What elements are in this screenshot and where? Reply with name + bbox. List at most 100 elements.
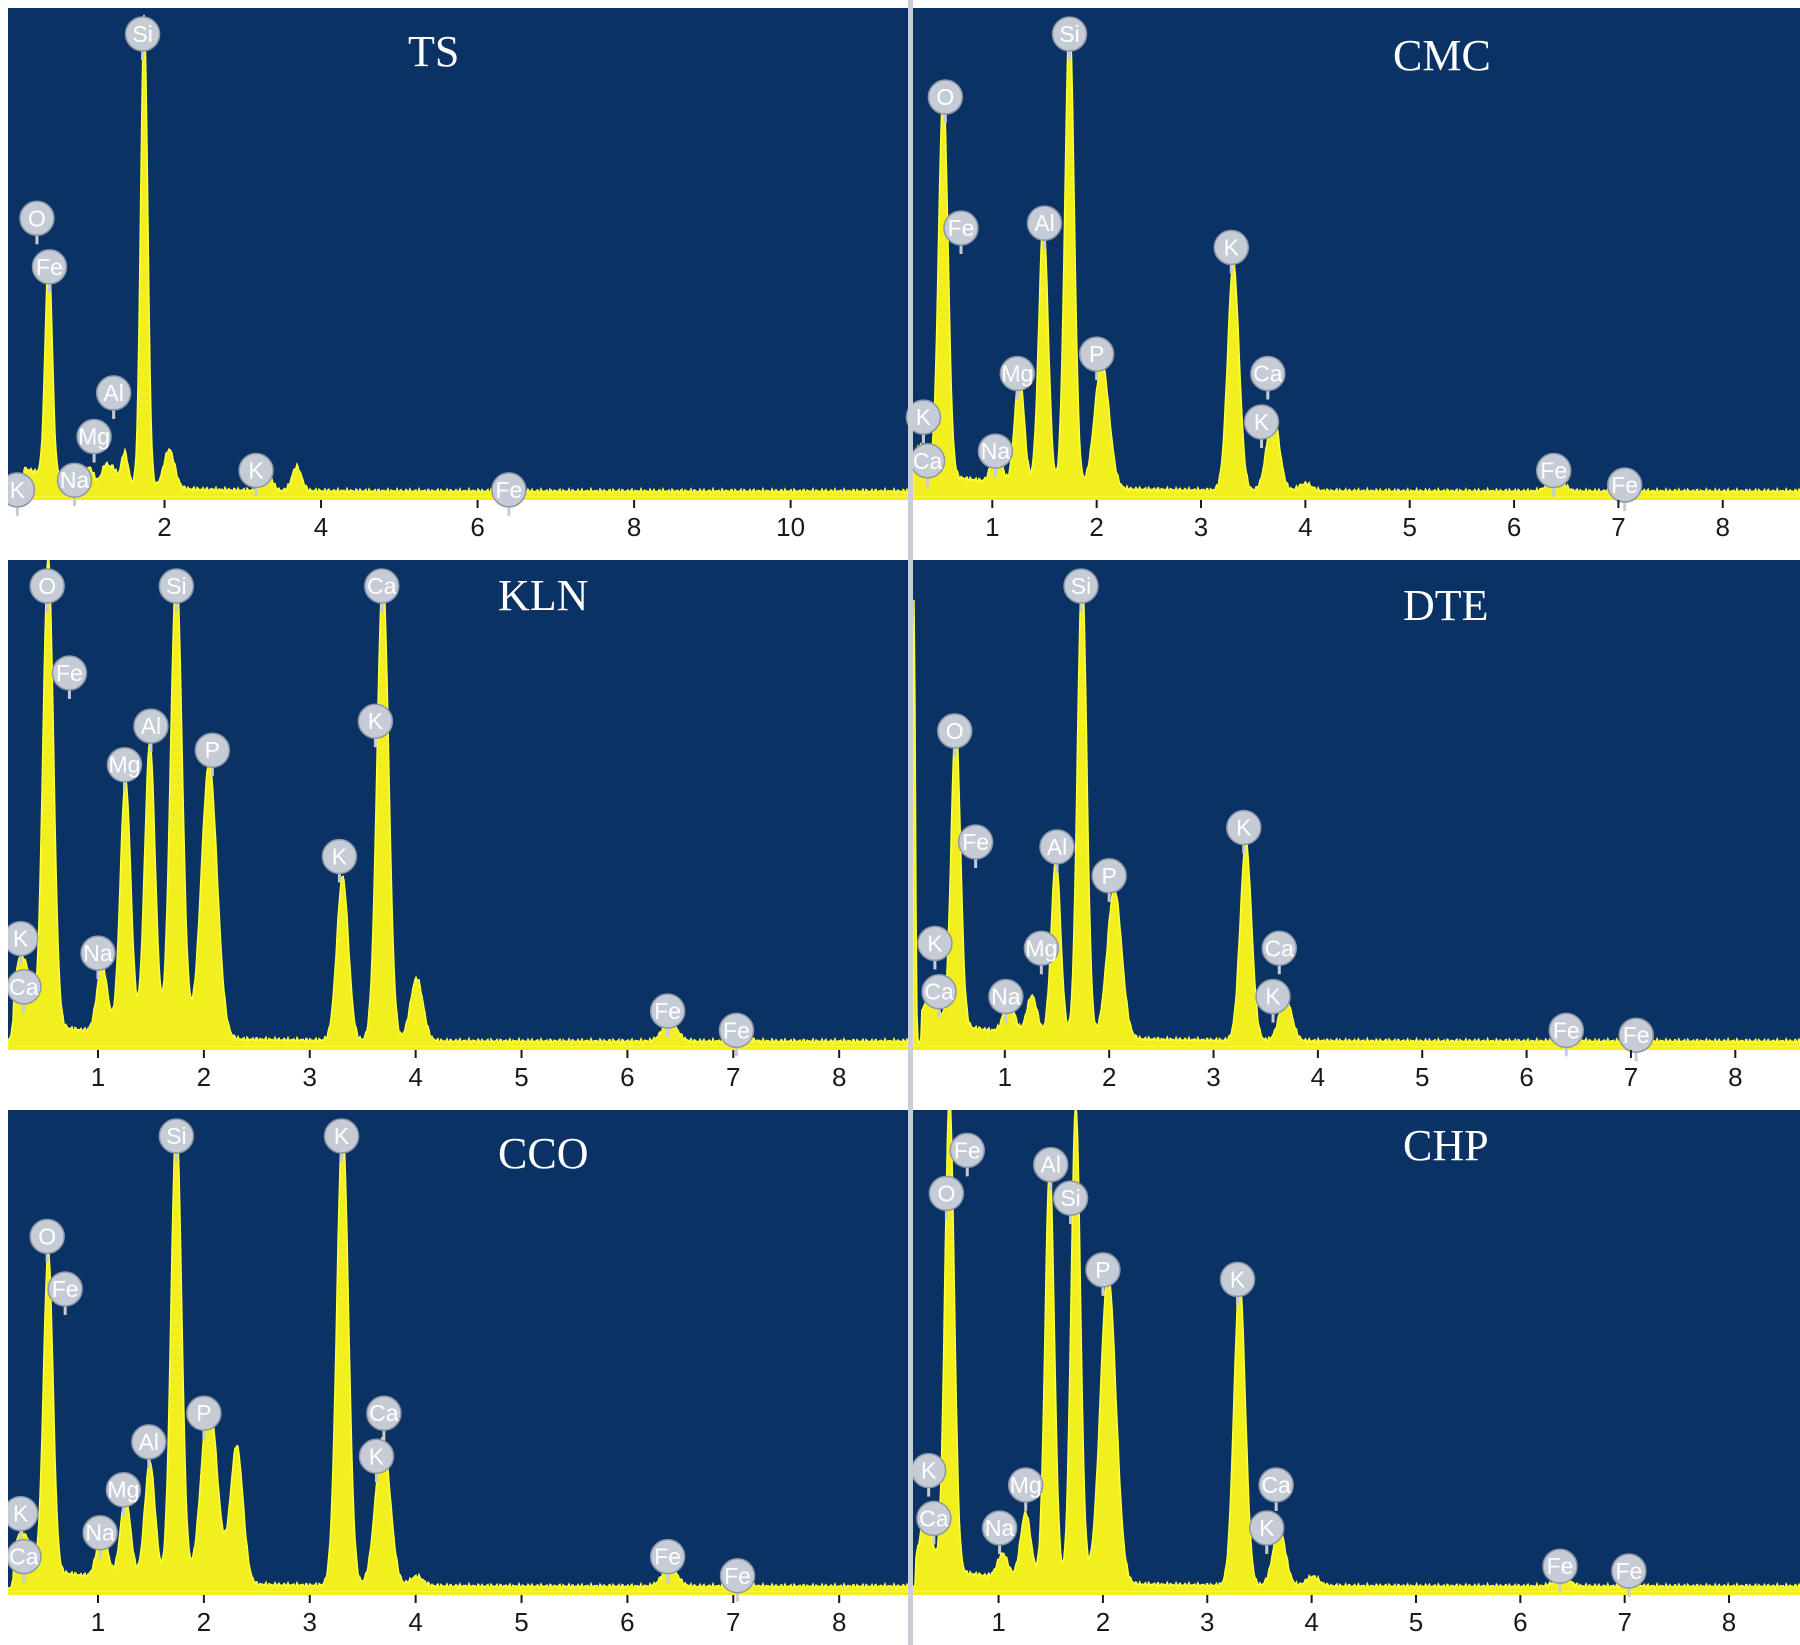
x-tick-label: 2 bbox=[1102, 1062, 1116, 1092]
panel-dte: Si O Fe Al K P Mg Ca K Na K Ca Fe Fe DTE 1 2 3 4 5 6 7 8 bbox=[913, 560, 1800, 1102]
svg-text:Ca: Ca bbox=[9, 974, 39, 1000]
element-label-p: P bbox=[194, 732, 231, 777]
svg-text:Si: Si bbox=[1071, 573, 1091, 599]
svg-text:Fe: Fe bbox=[654, 1544, 681, 1570]
svg-text:Na: Na bbox=[83, 940, 113, 966]
svg-text:Ca: Ca bbox=[9, 1544, 39, 1570]
element-label-k: K bbox=[2, 920, 39, 965]
column-separator bbox=[908, 0, 913, 1645]
x-tick-label: 2 bbox=[1089, 512, 1103, 542]
element-label-o: O bbox=[928, 1175, 965, 1220]
element-label-k: K bbox=[0, 472, 36, 516]
svg-text:K: K bbox=[334, 1123, 350, 1149]
element-label-al: Al bbox=[133, 708, 169, 753]
element-label-si: Si bbox=[124, 16, 161, 60]
x-tick-label: 8 bbox=[832, 1607, 846, 1637]
element-label-fe: Fe bbox=[1535, 452, 1572, 497]
svg-text:Fe: Fe bbox=[495, 477, 522, 503]
element-label-fe: Fe bbox=[491, 472, 527, 516]
element-label-k: K bbox=[358, 1438, 395, 1483]
svg-text:O: O bbox=[38, 573, 56, 599]
svg-text:Fe: Fe bbox=[1615, 1558, 1642, 1584]
x-tick-label: 6 bbox=[470, 512, 484, 542]
svg-text:Ca: Ca bbox=[367, 573, 397, 599]
svg-text:Al: Al bbox=[1047, 834, 1067, 860]
element-label-al: Al bbox=[131, 1424, 167, 1468]
svg-text:O: O bbox=[936, 84, 954, 110]
spectrum-trace bbox=[8, 1118, 908, 1593]
svg-text:Ca: Ca bbox=[369, 1400, 399, 1426]
svg-text:Fe: Fe bbox=[1553, 1017, 1580, 1043]
x-axis-strip bbox=[913, 500, 1800, 550]
spectrum-baseline bbox=[8, 1592, 908, 1595]
svg-text:Si: Si bbox=[132, 21, 152, 47]
svg-text:Ca: Ca bbox=[919, 1505, 949, 1531]
svg-text:Fe: Fe bbox=[954, 1137, 981, 1163]
svg-text:O: O bbox=[946, 718, 964, 744]
x-tick-label: 5 bbox=[514, 1062, 528, 1092]
svg-text:Na: Na bbox=[981, 438, 1011, 464]
element-label-si: Si bbox=[1063, 568, 1099, 612]
svg-text:K: K bbox=[10, 477, 26, 503]
x-tick-label: 7 bbox=[1624, 1062, 1638, 1092]
panel-title: CCO bbox=[498, 1129, 588, 1178]
element-label-na: Na bbox=[988, 978, 1024, 1023]
x-tick-label: 8 bbox=[1722, 1607, 1736, 1637]
element-label-si: Si bbox=[158, 568, 195, 612]
svg-text:Al: Al bbox=[1034, 210, 1054, 236]
element-label-al: Al bbox=[1039, 829, 1075, 873]
element-label-fe: Fe bbox=[31, 249, 68, 293]
spectrum-baseline bbox=[913, 497, 1800, 500]
element-label-fe: Fe bbox=[1611, 1553, 1647, 1597]
svg-text:K: K bbox=[13, 926, 29, 952]
left-margin bbox=[0, 0, 8, 1645]
element-label-ca: Ca bbox=[1250, 355, 1286, 400]
svg-text:Fe: Fe bbox=[962, 829, 989, 855]
svg-text:K: K bbox=[916, 404, 932, 430]
element-label-o: O bbox=[19, 200, 55, 245]
panel-ts: Si O Fe Al Mg Na K K Fe TS 2 4 6 8 10 bbox=[0, 8, 908, 550]
svg-text:K: K bbox=[248, 458, 264, 484]
element-label-fe: Fe bbox=[51, 655, 88, 699]
svg-text:Na: Na bbox=[60, 467, 90, 493]
svg-text:Fe: Fe bbox=[654, 998, 681, 1024]
element-label-ca: Ca bbox=[364, 568, 400, 612]
element-label-si: Si bbox=[158, 1118, 195, 1162]
svg-text:O: O bbox=[38, 1223, 56, 1249]
svg-text:Si: Si bbox=[166, 573, 186, 599]
element-label-ca: Ca bbox=[909, 443, 946, 487]
x-tick-label: 7 bbox=[726, 1607, 740, 1637]
element-label-k: K bbox=[323, 1118, 360, 1162]
spectrum-trace bbox=[913, 16, 1800, 498]
x-tick-label: 4 bbox=[1298, 512, 1312, 542]
element-label-mg: Mg bbox=[76, 418, 112, 463]
spectrum-trace bbox=[913, 569, 1800, 1048]
element-label-mg: Mg bbox=[1007, 1467, 1044, 1511]
x-tick-label: 8 bbox=[1716, 512, 1730, 542]
svg-text:K: K bbox=[927, 930, 943, 956]
svg-text:Fe: Fe bbox=[52, 1276, 79, 1302]
panel-cmc: Si O Fe Al K P Mg Ca K K Ca Na Fe Fe CMC 1 2 3 4 5 6 7 8 bbox=[905, 8, 1800, 550]
svg-text:Mg: Mg bbox=[107, 1477, 139, 1503]
element-label-o: O bbox=[936, 713, 973, 757]
x-tick-label: 8 bbox=[1728, 1062, 1742, 1092]
plot-area bbox=[913, 560, 1800, 1050]
x-tick-label: 6 bbox=[1507, 512, 1521, 542]
x-axis-strip bbox=[8, 1595, 908, 1643]
svg-text:Na: Na bbox=[85, 1520, 115, 1546]
panel-title: CMC bbox=[1393, 31, 1491, 80]
element-label-k: K bbox=[1249, 1510, 1285, 1554]
svg-text:Ca: Ca bbox=[924, 979, 954, 1005]
svg-text:Ca: Ca bbox=[1265, 935, 1295, 961]
element-label-na: Na bbox=[977, 433, 1014, 478]
x-tick-label: 3 bbox=[1194, 512, 1208, 542]
element-label-o: O bbox=[927, 79, 964, 124]
element-label-mg: Mg bbox=[106, 746, 143, 791]
svg-text:Fe: Fe bbox=[1547, 1553, 1574, 1579]
svg-text:Al: Al bbox=[139, 1429, 159, 1455]
element-label-k: K bbox=[1213, 229, 1250, 274]
x-tick-label: 1 bbox=[991, 1607, 1005, 1637]
panel-title: CHP bbox=[1403, 1121, 1489, 1170]
element-label-al: Al bbox=[95, 375, 132, 419]
